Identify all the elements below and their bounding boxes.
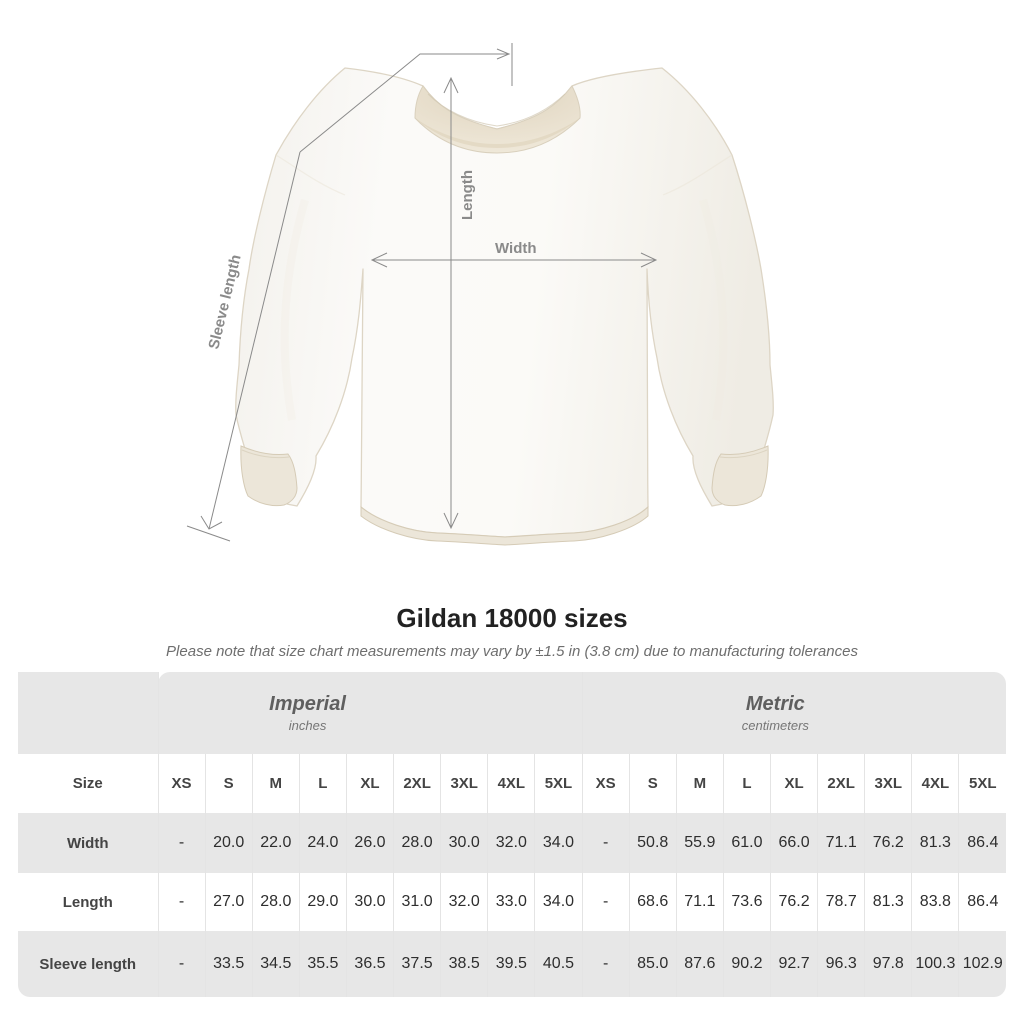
svg-text:Length: Length — [459, 170, 476, 220]
svg-text:Sleeve length: Sleeve length — [205, 253, 244, 351]
svg-text:Width: Width — [495, 240, 537, 257]
